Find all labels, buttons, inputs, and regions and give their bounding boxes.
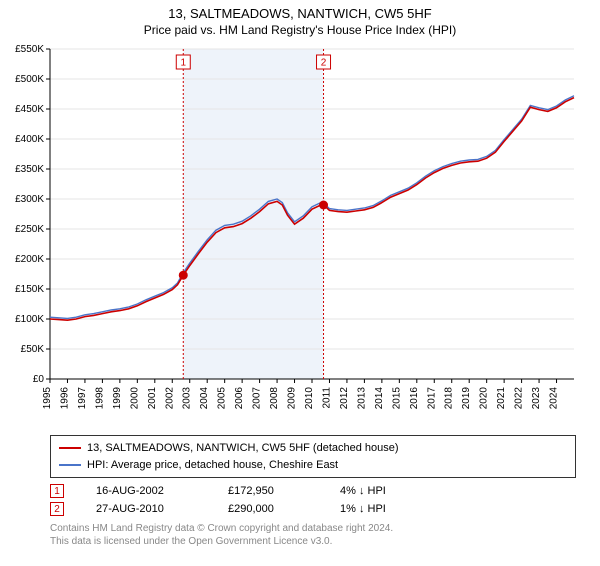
svg-text:2024: 2024 [549,387,560,410]
legend-swatch [59,447,81,449]
svg-text:2020: 2020 [479,387,490,410]
svg-text:£200K: £200K [15,254,44,265]
svg-text:1: 1 [180,58,186,69]
svg-text:£150K: £150K [15,284,44,295]
line-chart-svg: £0 £50K £100K £150K £200K £250K £300K £350K £400… [0,41,600,431]
svg-text:2019: 2019 [461,387,472,410]
svg-text:2010: 2010 [304,387,315,410]
legend-label: 13, SALTMEADOWS, NANTWICH, CW5 5HF (deta… [87,440,399,457]
legend-label: HPI: Average price, detached house, Ches… [87,457,338,474]
svg-text:2016: 2016 [409,387,420,410]
sale-date: 27-AUG-2010 [96,503,196,515]
sale-delta: 1% ↓ HPI [340,503,386,515]
svg-text:2022: 2022 [514,387,525,410]
sale-date: 16-AUG-2002 [96,485,196,497]
svg-text:2012: 2012 [339,387,350,410]
sale-marker: 2 [50,502,64,516]
svg-text:£0: £0 [33,374,45,385]
svg-text:£100K: £100K [15,314,44,325]
footer-line-1: Contains HM Land Registry data © Crown c… [50,522,576,535]
svg-text:2007: 2007 [252,387,263,410]
svg-text:2002: 2002 [164,387,175,410]
svg-text:1996: 1996 [59,387,70,410]
svg-text:£450K: £450K [15,104,44,115]
sale-delta: 4% ↓ HPI [340,485,386,497]
svg-text:2021: 2021 [496,387,507,410]
sale-row: 2 27-AUG-2010 £290,000 1% ↓ HPI [50,500,576,518]
svg-text:£50K: £50K [21,344,45,355]
svg-text:2: 2 [321,58,327,69]
svg-text:2013: 2013 [356,387,367,410]
svg-text:2008: 2008 [269,387,280,410]
legend-item: HPI: Average price, detached house, Ches… [59,457,567,474]
svg-text:2014: 2014 [374,387,385,410]
svg-text:£400K: £400K [15,134,44,145]
sale-marker: 1 [50,484,64,498]
sale-price: £290,000 [228,503,308,515]
sale-row: 1 16-AUG-2002 £172,950 4% ↓ HPI [50,482,576,500]
legend-item: 13, SALTMEADOWS, NANTWICH, CW5 5HF (deta… [59,440,567,457]
footer-line-2: This data is licensed under the Open Gov… [50,535,576,548]
svg-text:2004: 2004 [199,387,210,410]
legend-swatch [59,464,81,466]
svg-text:2003: 2003 [182,387,193,410]
svg-text:2001: 2001 [147,387,158,410]
svg-text:£300K: £300K [15,194,44,205]
sale-price: £172,950 [228,485,308,497]
svg-text:2015: 2015 [391,387,402,410]
svg-text:2006: 2006 [234,387,245,410]
svg-text:£550K: £550K [15,44,44,55]
svg-text:2000: 2000 [129,387,140,410]
chart-title: 13, SALTMEADOWS, NANTWICH, CW5 5HF [0,6,600,21]
svg-text:2017: 2017 [426,387,437,410]
svg-text:£350K: £350K [15,164,44,175]
sales-table: 1 16-AUG-2002 £172,950 4% ↓ HPI 2 27-AUG-2010… [50,482,576,518]
chart-area: £0 £50K £100K £150K £200K £250K £300K £350K £400… [0,41,600,431]
svg-text:2009: 2009 [287,387,298,410]
svg-text:1997: 1997 [77,387,88,410]
svg-text:2005: 2005 [217,387,228,410]
svg-text:2023: 2023 [531,387,542,410]
svg-text:£250K: £250K [15,224,44,235]
legend: 13, SALTMEADOWS, NANTWICH, CW5 5HF (deta… [50,435,576,478]
svg-text:1999: 1999 [112,387,123,410]
svg-text:1995: 1995 [42,387,53,410]
svg-text:£500K: £500K [15,74,44,85]
svg-text:2018: 2018 [444,387,455,410]
footer-attribution: Contains HM Land Registry data © Crown c… [50,522,576,548]
chart-subtitle: Price paid vs. HM Land Registry's House … [0,23,600,37]
svg-text:2011: 2011 [321,387,332,409]
svg-text:1998: 1998 [94,387,105,410]
